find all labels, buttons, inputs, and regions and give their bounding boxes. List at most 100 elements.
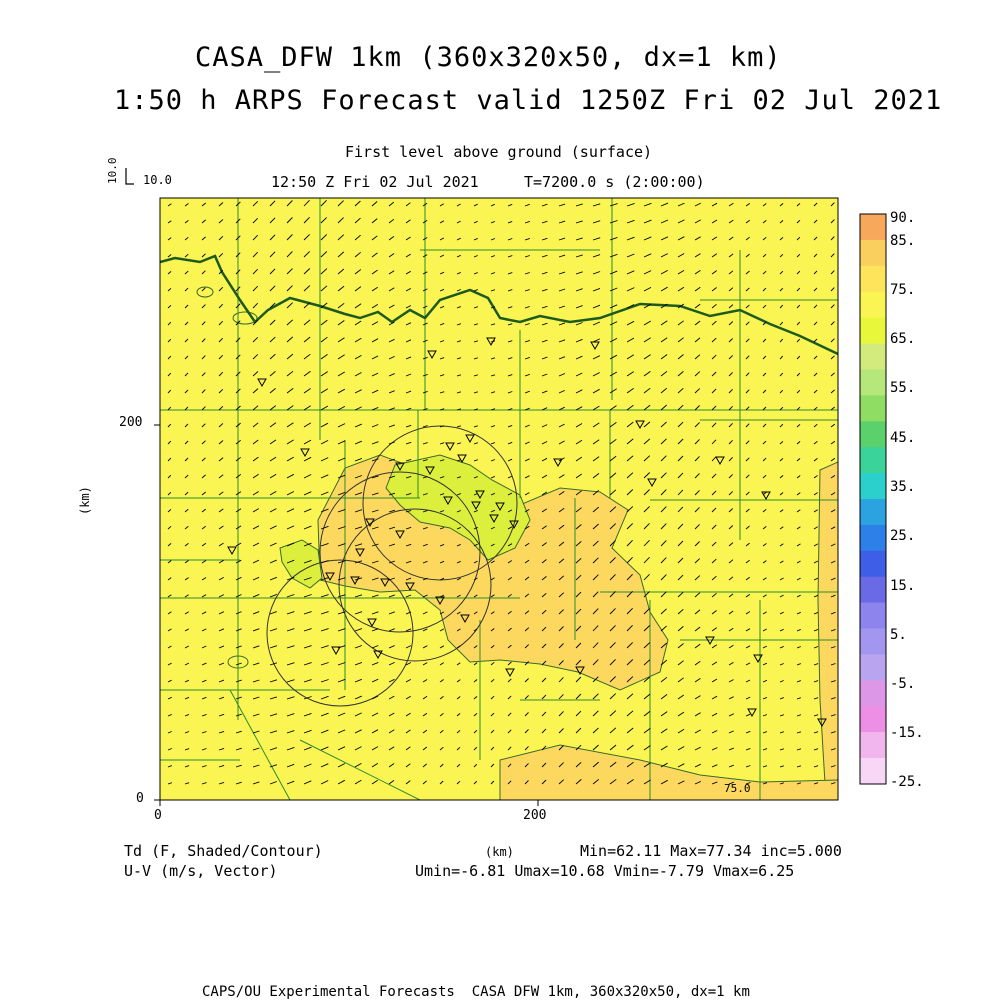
wind-vector: [830, 628, 836, 632]
wind-vector: [456, 696, 461, 700]
wind-vector: [337, 508, 346, 513]
wind-vector: [558, 491, 565, 496]
wind-vector: [405, 390, 412, 394]
wind-vector: [218, 457, 224, 462]
wind-vector: [354, 763, 362, 768]
wind-vector: [490, 729, 495, 734]
wind-vector: [830, 321, 835, 326]
wind-vector: [371, 372, 379, 377]
wind-vector: [286, 713, 295, 717]
wind-vector: [677, 643, 684, 649]
wind-vector: [711, 337, 717, 343]
wind-vector: [762, 714, 768, 717]
wind-vector: [405, 611, 412, 615]
wind-vector: [167, 254, 172, 258]
x-axis-unit: (km): [485, 845, 514, 859]
wind-vector: [609, 557, 616, 564]
wind-vector: [456, 323, 462, 326]
wind-vector: [609, 778, 617, 785]
wind-vector: [218, 628, 225, 632]
wind-vector: [235, 747, 242, 751]
wind-vector: [303, 491, 312, 496]
wind-vector: [235, 303, 241, 309]
wind-vector: [439, 476, 445, 479]
wind-vector: [405, 202, 411, 207]
wind-vector: [626, 539, 633, 547]
wind-vector: [490, 763, 495, 768]
wind-vector: [218, 303, 224, 309]
wind-vector: [320, 405, 329, 411]
wind-vector: [626, 219, 635, 224]
colorbar: [859, 213, 887, 785]
wind-vector: [796, 338, 801, 343]
wind-vector: [609, 693, 617, 700]
wind-vector: [184, 560, 189, 564]
wind-vector: [762, 782, 768, 785]
wind-vector: [473, 729, 478, 734]
wind-vector: [167, 765, 172, 768]
wind-vector: [388, 492, 396, 496]
wind-vector: [643, 693, 651, 700]
wind-vector: [694, 712, 701, 717]
wind-vector: [779, 321, 784, 326]
wind-vector: [660, 557, 667, 564]
wind-vector: [473, 272, 478, 275]
wind-vector: [830, 475, 836, 479]
wind-vector: [830, 714, 836, 717]
wind-vector: [575, 271, 583, 275]
wind-vector: [286, 594, 295, 598]
wind-vector: [184, 287, 189, 292]
wind-vector: [813, 389, 818, 394]
wind-vector: [694, 592, 701, 598]
wind-vector: [575, 557, 582, 564]
wind-vector: [337, 779, 346, 785]
wind-vector: [167, 696, 172, 700]
wind-vector: [728, 372, 733, 377]
wind-vector: [660, 711, 668, 717]
wind-vector: [575, 338, 583, 343]
wind-vector: [337, 628, 346, 632]
wind-vector: [711, 592, 717, 598]
wind-vector: [286, 763, 295, 768]
wind-vector: [167, 560, 172, 564]
wind-vector: [456, 510, 461, 513]
wind-vector: [524, 610, 530, 615]
wind-vector: [218, 491, 224, 496]
wind-vector: [643, 745, 651, 751]
wind-vector: [745, 679, 751, 683]
wind-vector: [796, 492, 801, 496]
wind-vector: [201, 338, 206, 343]
wind-vector: [439, 712, 444, 717]
wind-vector: [439, 696, 444, 700]
wind-vector: [626, 354, 635, 360]
wind-vector: [541, 457, 548, 462]
wind-vector: [422, 271, 428, 275]
station-marker: [355, 548, 365, 558]
wind-vector: [711, 253, 718, 258]
wind-vector: [201, 765, 207, 768]
wind-vector: [728, 321, 734, 326]
wind-vector: [592, 203, 601, 207]
wind-vector: [541, 762, 547, 768]
wind-vector: [813, 697, 819, 700]
wind-vector: [541, 237, 548, 241]
wind-vector: [167, 321, 172, 326]
wind-vector: [422, 645, 428, 649]
wind-vector: [728, 439, 733, 445]
colorbar-swatch: [860, 265, 886, 293]
wind-vector: [218, 594, 225, 598]
wind-vector: [337, 543, 346, 547]
wind-vector: [473, 763, 478, 768]
wind-vector: [184, 611, 189, 615]
wind-vector: [252, 508, 260, 513]
wind-vector: [490, 560, 495, 564]
wind-vector: [252, 251, 259, 258]
wind-vector: [218, 525, 224, 530]
radar-range-ring: [266, 559, 414, 707]
wind-vector: [745, 219, 750, 224]
wind-vector: [354, 746, 362, 751]
wind-vector: [626, 659, 634, 666]
wind-vector: [167, 355, 172, 360]
wind-vector: [218, 559, 224, 564]
wind-vector: [201, 372, 206, 377]
